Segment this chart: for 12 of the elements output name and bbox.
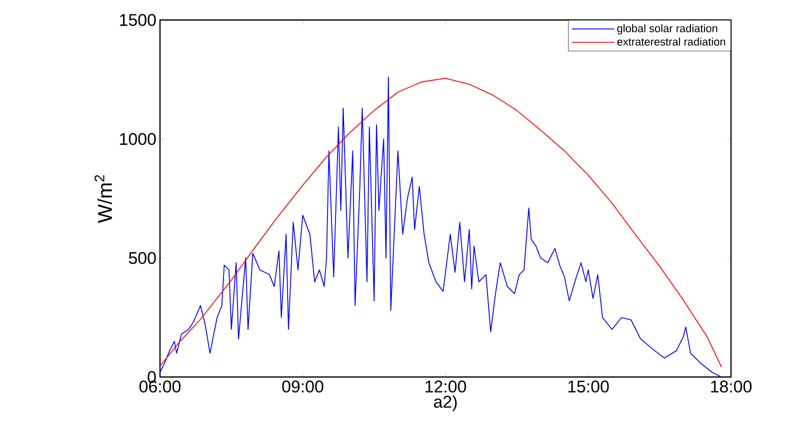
x-tick-label: 09:00: [282, 380, 324, 393]
x-tick-label: 06:00: [139, 380, 181, 393]
y-tick-label: 1000: [120, 133, 156, 145]
legend-label: global solar radiation: [617, 24, 718, 34]
y-axis-title: W/m$^{2}$: [94, 175, 112, 223]
x-tick-label: 15:00: [568, 380, 609, 393]
x-tick-label: 18:00: [711, 380, 752, 393]
x-axis-title: a2): [434, 395, 457, 412]
y-tick-label: 1500: [120, 14, 156, 26]
y-tick-label: 500: [128, 252, 156, 264]
x-tick-label: 12:00: [426, 380, 466, 393]
legend-label: extraterestral radiation: [617, 38, 726, 46]
